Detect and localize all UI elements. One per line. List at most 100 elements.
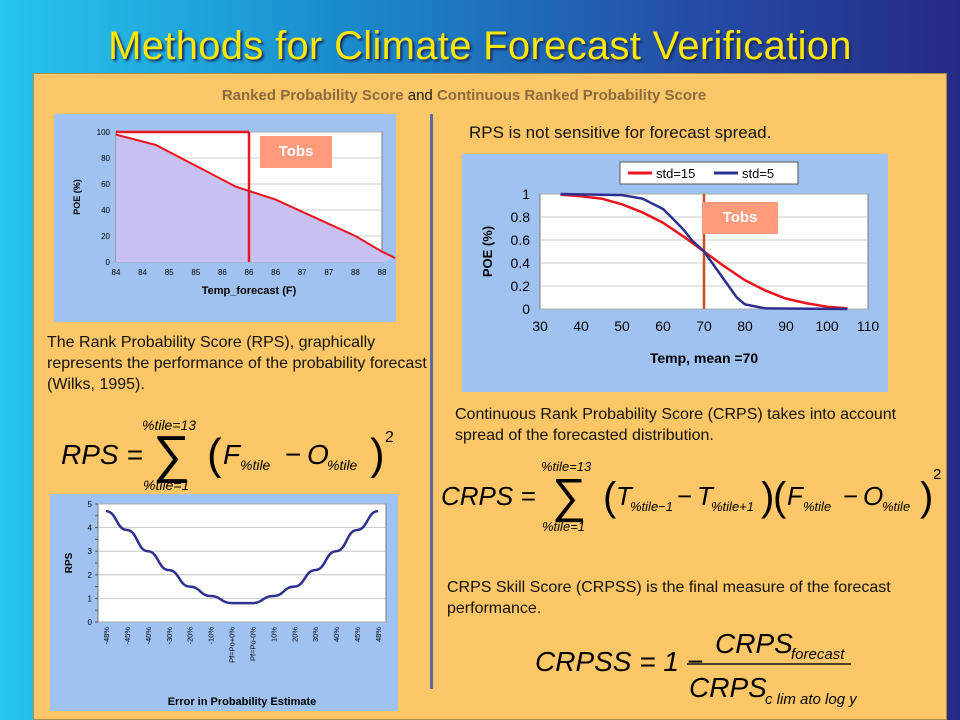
y-tick-label: 1 bbox=[88, 594, 93, 603]
crps-formula-svg: CRPS = %tile=13 ∑ %tile=1 ( T %tile−1 − … bbox=[441, 459, 941, 534]
section-header: Ranked Probability Score and Continuous … bbox=[34, 87, 894, 104]
crps-rparen2: ) bbox=[920, 475, 933, 519]
x-tick-label: 90 bbox=[778, 318, 794, 334]
y-tick-label: 20 bbox=[101, 232, 110, 241]
poe-spread-svg: 0 0.2 0.4 0.6 0.8 1 30 40 50 60 70 80 90 100 110 std=15… bbox=[480, 161, 880, 366]
x-tick-label: 110 bbox=[857, 318, 880, 334]
rps-F-sub: %tile bbox=[240, 457, 271, 473]
rps-formula: RPS = %tile=13 ∑ %tile=1 ( F %tile − O %… bbox=[57, 414, 397, 494]
poe-forecast-svg: 0 20 40 60 80 100 84 84 85 85 86 86 86 87 87 88 88 Temp_f… bbox=[72, 128, 396, 297]
legend-box bbox=[619, 161, 799, 185]
x-tick-label: 30 bbox=[532, 318, 548, 334]
x-tick-label: 86 bbox=[245, 268, 254, 277]
x-tick-label: 84 bbox=[138, 268, 147, 277]
crps-sigma: ∑ bbox=[552, 470, 586, 523]
x-tick-label: 86 bbox=[218, 268, 227, 277]
column-divider bbox=[430, 114, 433, 689]
crpss-formula-svg: CRPSS = 1 − CRPS forecast CRPS c lim ato… bbox=[535, 628, 858, 708]
crps-minus1: − bbox=[677, 481, 692, 511]
y-tick-label: 60 bbox=[101, 180, 110, 189]
legend-label-1: std=15 bbox=[656, 166, 695, 181]
rps-formula-svg: RPS = %tile=13 ∑ %tile=1 ( F %tile − O %… bbox=[61, 417, 394, 493]
rps-curve bbox=[105, 509, 379, 605]
x-tick-label: 87 bbox=[298, 268, 307, 277]
crpss-formula: CRPSS = 1 − CRPS forecast CRPS c lim ato… bbox=[529, 619, 859, 711]
rps-upper: %tile=13 bbox=[142, 417, 196, 433]
x-tick-label: 70 bbox=[696, 318, 712, 334]
crps-O: O bbox=[863, 481, 883, 511]
x-tick-label: Pf=Po-0% bbox=[248, 627, 257, 661]
x-tick-label: -30% bbox=[165, 627, 174, 645]
x-axis-label: Temp_forecast (F) bbox=[202, 285, 297, 297]
x-tick-label: 20% bbox=[290, 627, 299, 642]
crpss-den-sub: c lim ato log y bbox=[765, 691, 858, 708]
x-tick-label: 40% bbox=[332, 627, 341, 642]
crps-F: F bbox=[787, 481, 805, 511]
crps-T1-sub: %tile−1 bbox=[630, 499, 673, 514]
rps-F: F bbox=[223, 439, 242, 470]
y-tick-label: 0.2 bbox=[511, 278, 531, 294]
crpss-lhs: CRPSS = 1 − bbox=[535, 646, 703, 677]
crpss-num-sub: forecast bbox=[791, 646, 845, 663]
y-axis-label: POE (%) bbox=[72, 179, 82, 215]
crps-lower: %tile=1 bbox=[542, 519, 585, 534]
y-tick-label: 0.4 bbox=[511, 255, 531, 271]
crps-O-sub: %tile bbox=[882, 499, 910, 514]
rps-minus: − bbox=[285, 439, 301, 470]
x-tick-label: 80 bbox=[737, 318, 753, 334]
rps-lparen: ( bbox=[207, 430, 222, 479]
poe-spread-chart: 0 0.2 0.4 0.6 0.8 1 30 40 50 60 70 80 90 100 110 std=15… bbox=[462, 154, 888, 392]
rps-lhs: RPS = bbox=[61, 439, 143, 470]
rps-O: O bbox=[307, 439, 329, 470]
crpss-den: CRPS bbox=[689, 672, 767, 703]
crps-minus2: − bbox=[843, 481, 858, 511]
poe-line bbox=[115, 133, 396, 259]
x-tick-label: 45% bbox=[353, 627, 362, 642]
y-tick-label: 40 bbox=[101, 206, 110, 215]
rps-O-sub: %tile bbox=[327, 457, 358, 473]
crps-formula: CRPS = %tile=13 ∑ %tile=1 ( T %tile−1 − … bbox=[439, 457, 944, 537]
header-rps: Ranked Probability Score bbox=[221, 87, 404, 104]
crpss-description: CRPS Skill Score (CRPSS) is the final me… bbox=[447, 579, 891, 617]
rps-lower: %tile=1 bbox=[143, 477, 189, 493]
header-and: and bbox=[407, 87, 433, 104]
page-title: Methods for Climate Forecast Verificatio… bbox=[108, 24, 852, 68]
x-tick-label: 100 bbox=[815, 318, 839, 334]
crps-rparen1: ) bbox=[761, 475, 774, 519]
x-tick-label: 10% bbox=[269, 627, 278, 642]
crps-exp: 2 bbox=[933, 466, 941, 483]
x-tick-label: 88 bbox=[351, 268, 360, 277]
tobs-label-2: Tobs bbox=[702, 202, 778, 234]
y-tick-label: 5 bbox=[88, 500, 93, 509]
spread-note: RPS is not sensitive for forecast spread… bbox=[469, 123, 772, 142]
crps-T2: T bbox=[697, 481, 715, 511]
x-tick-label: 85 bbox=[165, 268, 174, 277]
y-tick-label: 0.6 bbox=[511, 232, 531, 248]
y-axis-label: RPS bbox=[64, 552, 75, 573]
x-tick-label: 84 bbox=[112, 268, 121, 277]
x-tick-label: Pf=Po+0% bbox=[228, 627, 237, 663]
x-tick-label: -40% bbox=[144, 627, 153, 645]
rps-error-svg: 0 1 2 3 4 5 -48% -45% -40% -30% -20% -10% Pf=Po+0% Pf… bbox=[64, 500, 387, 708]
x-tick-label: 48% bbox=[374, 627, 383, 642]
crps-F-sub: %tile bbox=[803, 499, 831, 514]
crps-T2-sub: %tile+1 bbox=[711, 499, 754, 514]
x-tick-label: 30% bbox=[311, 627, 320, 642]
y-tick-label: 3 bbox=[88, 547, 93, 556]
series-line-2 bbox=[560, 192, 848, 311]
x-tick-label: -20% bbox=[186, 627, 195, 645]
area-fill bbox=[116, 132, 396, 262]
y-axis-label: POE (%) bbox=[480, 226, 495, 277]
crps-description: Continuous Rank Probability Score (CRPS)… bbox=[455, 406, 897, 444]
x-axis-label: Temp, mean =70 bbox=[650, 350, 759, 366]
crps-upper: %tile=13 bbox=[541, 459, 592, 474]
crps-T1: T bbox=[616, 481, 634, 511]
x-tick-label: 50 bbox=[614, 318, 630, 334]
y-tick-label: 0 bbox=[106, 258, 111, 267]
crpss-num: CRPS bbox=[715, 628, 793, 659]
x-tick-label: 88 bbox=[378, 268, 387, 277]
legend-label-2: std=5 bbox=[742, 166, 774, 181]
header-crps: Continuous Ranked Probability Score bbox=[436, 87, 707, 104]
y-tick-label: 0 bbox=[88, 618, 93, 627]
x-tick-label: 86 bbox=[271, 268, 280, 277]
